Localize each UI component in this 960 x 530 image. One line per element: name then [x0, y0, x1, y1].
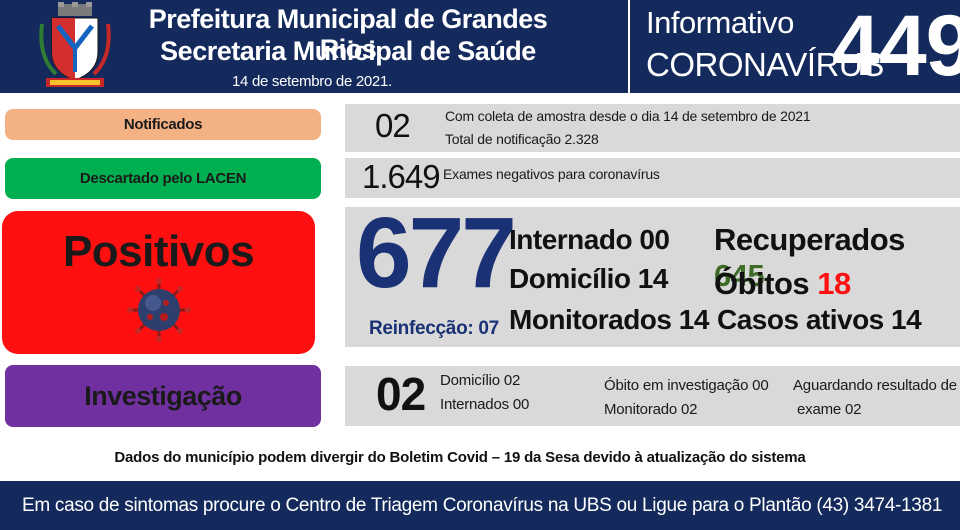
descartado-badge: Descartado pelo LACEN [5, 158, 321, 199]
informativo-label: Informativo [646, 5, 794, 40]
descartado-label: Descartado pelo LACEN [79, 170, 247, 187]
descartado-text: Exames negativos para coronavírus [443, 166, 660, 182]
investigacao-label: Investigação [84, 380, 242, 411]
monitorados-stat: Monitorados 14 [509, 304, 709, 335]
header-banner: Prefeitura Municipal de Grandes Rios Sec… [0, 0, 960, 93]
recuperados-label: Recuperados [714, 222, 905, 257]
coronavirus-icon [127, 278, 191, 342]
positivos-panel [345, 207, 960, 347]
investigacao-aguardando-2: exame 02 [797, 401, 862, 418]
investigacao-monitorado: Monitorado 02 [604, 401, 698, 418]
descartado-panel [345, 158, 960, 198]
obitos-stat: Óbitos 18 [714, 266, 851, 302]
domicilio-stat: Domicílio 14 [509, 263, 668, 294]
obitos-value: 18 [817, 266, 851, 301]
investigacao-domicilio: Domicílio 02 [440, 372, 521, 389]
notificados-line1: Com coleta de amostra desde o dia 14 de … [445, 108, 811, 124]
investigacao-obito: Óbito em investigação 00 [604, 377, 769, 394]
footer-banner: Em caso de sintomas procure o Centro de … [0, 481, 960, 530]
positivos-label: Positivos [62, 227, 255, 276]
descartado-value: 1.649 [362, 158, 441, 195]
investigacao-panel [345, 366, 960, 426]
recuperados-value: 645 [714, 258, 765, 293]
notificados-badge: Notificados [5, 109, 321, 140]
header-date: 14 de setembro de 2021. [232, 73, 392, 90]
disclaimer-text: Dados do município podem divergir do Bol… [114, 449, 806, 466]
investigacao-box: Investigação [5, 365, 321, 427]
reinfeccao-label: Reinfecção: 07 [369, 318, 499, 339]
obitos-label: Óbitos [714, 266, 810, 301]
investigacao-internados: Internados 00 [440, 396, 530, 413]
positivos-value: 677 [356, 197, 517, 309]
header-title: Prefeitura Municipal de Grandes Rios [148, 4, 548, 64]
internado-stat: Internado 00 [509, 224, 670, 255]
notificados-line2: Total de notificação 2.328 [445, 131, 599, 147]
investigacao-aguardando-1: Aguardando resultado de [793, 377, 957, 394]
investigacao-value: 02 [376, 368, 426, 420]
municipal-crest-icon [39, 2, 111, 87]
positivos-box: Positivos [2, 211, 315, 354]
header-subtitle: Secretaria Municipal de Saúde [160, 36, 536, 66]
recuperados-stat: Recuperados 645 [714, 222, 960, 294]
coronavirus-label: CORONAVÍRUS [646, 46, 884, 83]
footer-contact-text: Em caso de sintomas procure o Centro de … [22, 495, 943, 516]
notificados-value: 02 [375, 107, 411, 144]
notificados-label: Notificados [123, 116, 203, 133]
notificados-panel [345, 104, 960, 152]
casos-ativos-stat: Casos ativos 14 [717, 304, 922, 335]
bulletin-number: 449 [832, 0, 960, 94]
header-divider [628, 0, 630, 93]
